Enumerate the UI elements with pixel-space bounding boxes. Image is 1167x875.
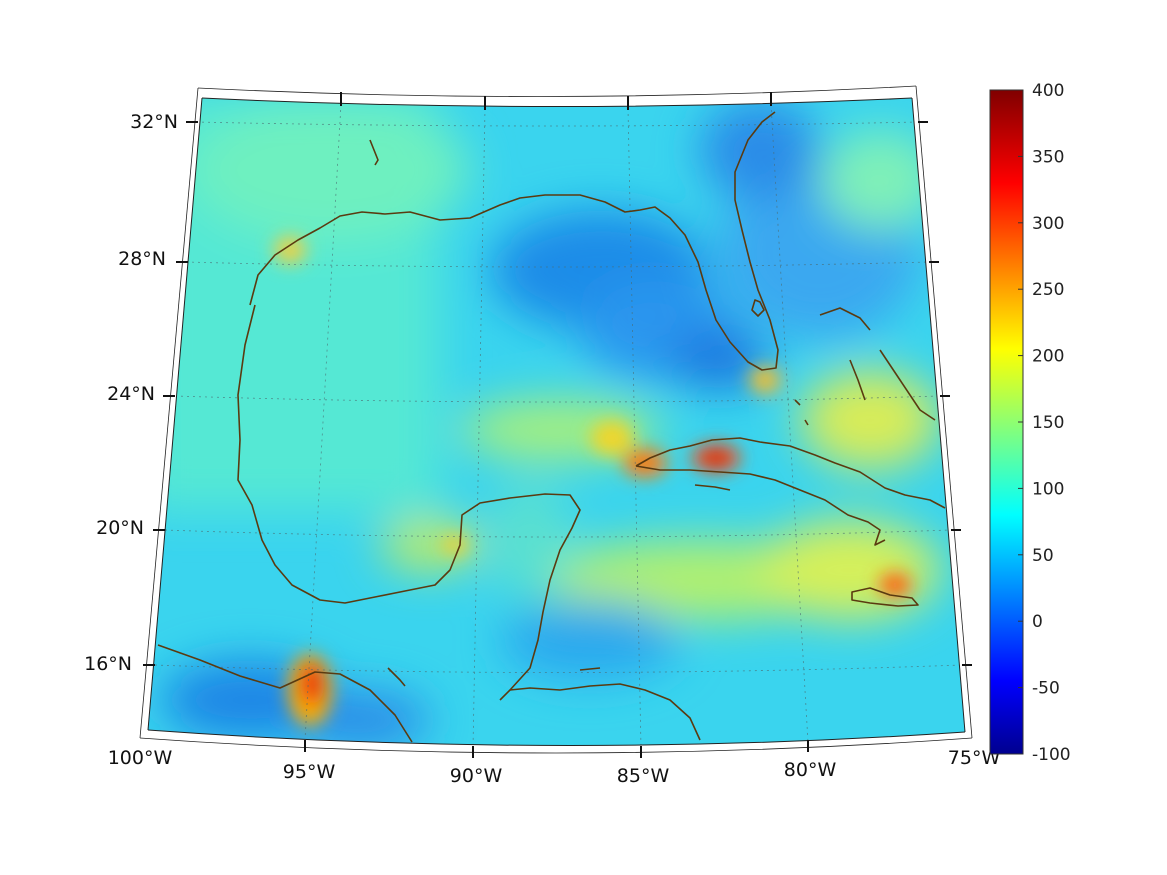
- colorbar-tick-label: -50: [1032, 679, 1060, 699]
- lat-label: 24°N: [107, 383, 155, 405]
- lat-label: 20°N: [96, 517, 144, 539]
- lon-label: 100°W: [108, 747, 173, 769]
- colorbar-gradient: [989, 89, 1024, 755]
- colorbar-tick-label: 350: [1032, 147, 1064, 167]
- colorbar-tick-label: 0: [1032, 612, 1043, 632]
- colorbar-ticks: 400 350 300 250 200 150 100 50 0 -50 -100: [1018, 81, 1071, 765]
- colorbar-tick-label: 150: [1032, 413, 1064, 433]
- graticule: [154, 103, 962, 746]
- colorbar-tick-label: 50: [1032, 546, 1054, 566]
- lat-label: 16°N: [84, 653, 132, 675]
- data-field: [148, 98, 965, 746]
- lat-label: 32°N: [130, 111, 178, 133]
- colorbar-tick-label: 200: [1032, 347, 1064, 367]
- longitude-labels: 100°W 95°W 90°W 85°W 80°W 75°W: [108, 747, 1001, 787]
- colorbar-tick-label: 300: [1032, 214, 1064, 234]
- colorbar-tick-label: -100: [1032, 745, 1071, 765]
- colorbar-tick-label: 100: [1032, 479, 1064, 499]
- lon-label: 95°W: [283, 761, 336, 783]
- lon-label: 80°W: [784, 759, 837, 781]
- coastlines: [157, 111, 946, 743]
- colorbar-tick-label: 250: [1032, 280, 1064, 300]
- colorbar-tick-label: 400: [1032, 81, 1064, 101]
- lon-label: 90°W: [450, 765, 503, 787]
- colorbar: 400 350 300 250 200 150 100 50 0 -50 -100: [989, 81, 1071, 765]
- lon-label: 85°W: [617, 765, 670, 787]
- latitude-labels: 32°N 28°N 24°N 20°N 16°N: [84, 111, 178, 675]
- lat-label: 28°N: [118, 248, 166, 270]
- lon-label: 75°W: [948, 747, 1001, 769]
- map-frame: [139, 85, 973, 758]
